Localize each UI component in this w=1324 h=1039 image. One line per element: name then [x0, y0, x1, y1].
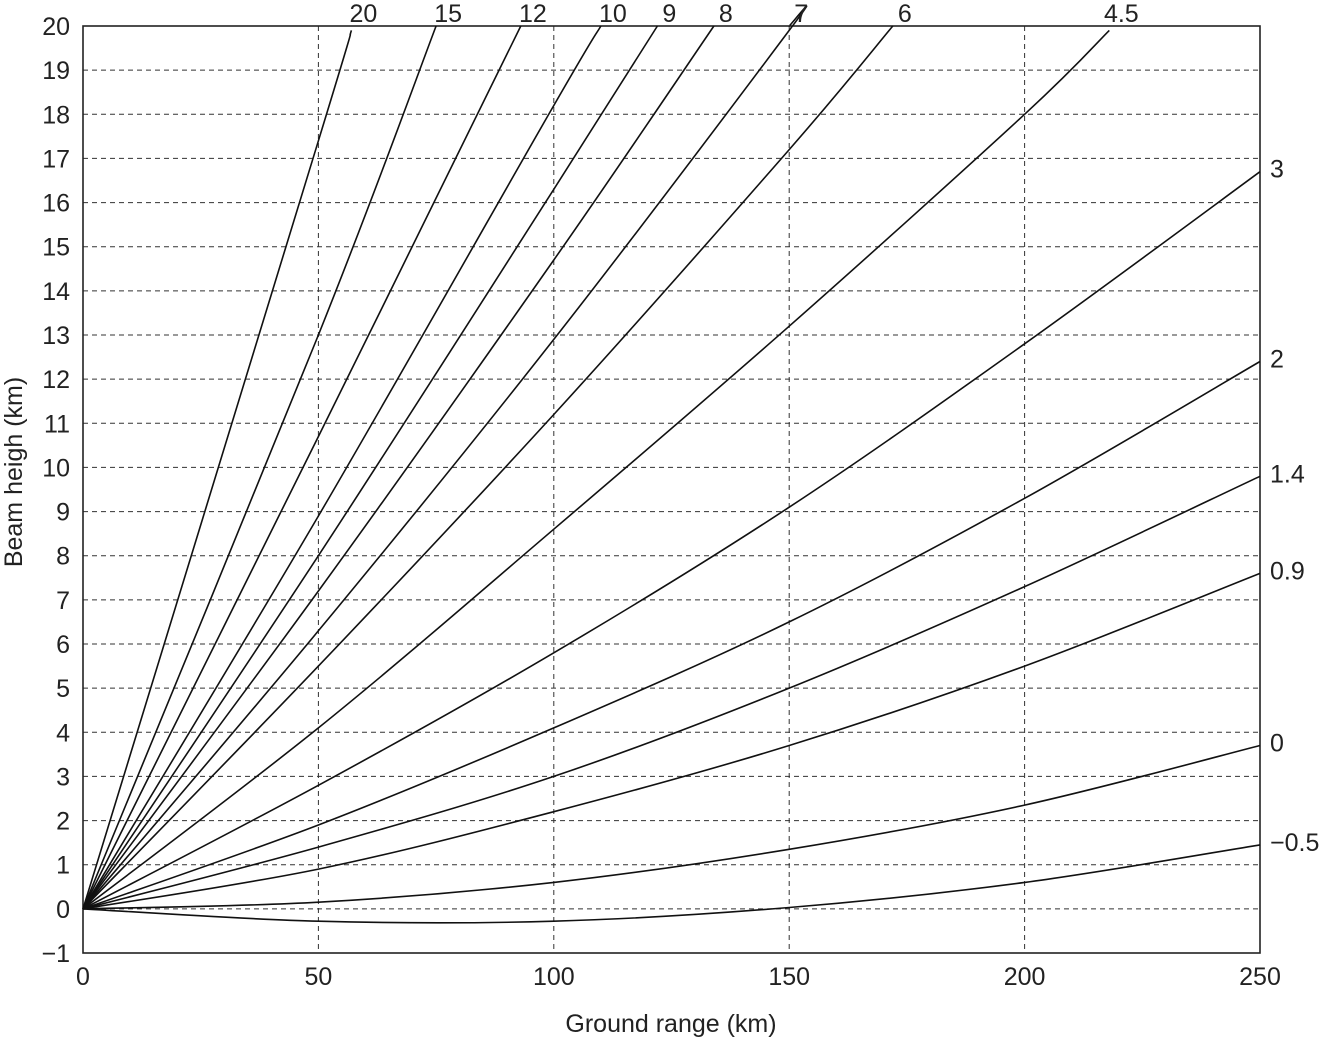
- y-tick-label: 8: [56, 543, 70, 571]
- series-label: 0: [1270, 730, 1284, 758]
- series-label: 9: [662, 0, 676, 28]
- series-label: 7: [794, 0, 808, 28]
- x-tick-label: 50: [304, 963, 332, 991]
- series-label: 8: [719, 0, 733, 28]
- y-tick-label: 17: [42, 145, 70, 173]
- series-line: [82, 844, 1261, 924]
- series-line: [82, 25, 522, 910]
- series-label: 4.5: [1104, 0, 1139, 28]
- y-tick-label: 10: [42, 454, 70, 482]
- series-line: [82, 171, 1261, 910]
- series-label: 15: [434, 0, 462, 28]
- series-line: [82, 475, 1261, 910]
- y-tick-label: 13: [42, 322, 70, 350]
- series-line: [82, 25, 715, 910]
- y-tick-label: 1: [56, 852, 70, 880]
- y-tick-label: 14: [42, 278, 70, 306]
- y-axis-title: Beam heigh (km): [0, 377, 28, 567]
- series-line: [82, 25, 894, 910]
- y-tick-label: 5: [56, 675, 70, 703]
- x-tick-label: 0: [76, 963, 90, 991]
- y-tick-label: 11: [44, 410, 70, 438]
- series-label: 6: [898, 0, 912, 28]
- y-tick-label: 18: [42, 101, 70, 129]
- series-label: 20: [349, 0, 377, 28]
- x-axis-title: Ground range (km): [565, 1010, 776, 1038]
- y-tick-label: 4: [56, 719, 70, 747]
- x-tick-label: 150: [768, 963, 810, 991]
- y-tick-label: 12: [42, 366, 70, 394]
- y-tick-label: 7: [56, 587, 70, 615]
- series-label: 3: [1270, 156, 1284, 184]
- series-line: [82, 744, 1261, 910]
- plot-frame: [82, 25, 1261, 954]
- series-line: [82, 29, 1110, 910]
- series-line: [82, 30, 353, 910]
- y-tick-label: 15: [42, 234, 70, 262]
- y-tick-label: 0: [56, 896, 70, 924]
- y-tick-label: 9: [56, 499, 70, 527]
- series-line: [82, 360, 1261, 910]
- series-line: [82, 25, 659, 910]
- y-tick-label: 2: [56, 808, 70, 836]
- y-tick-label: 3: [56, 763, 70, 791]
- series-label: 10: [599, 0, 627, 28]
- grid: [83, 26, 1260, 953]
- series-line: [82, 25, 602, 910]
- series-lines: [82, 5, 1261, 924]
- y-tick-label: 20: [42, 13, 70, 41]
- series-label: 12: [519, 0, 547, 28]
- x-tick-label: 250: [1239, 963, 1281, 991]
- series-line: [82, 572, 1261, 910]
- y-tick-label: 6: [56, 631, 70, 659]
- x-axis-ticks: 0 50 100 150 200 250: [76, 963, 1281, 991]
- series-label: 2: [1270, 345, 1284, 373]
- series-label: −0.5: [1270, 829, 1319, 857]
- x-tick-label: 200: [1004, 963, 1046, 991]
- y-tick-label: −1: [41, 940, 70, 968]
- series-label: 1.4: [1270, 460, 1305, 488]
- series-line: [82, 25, 437, 910]
- y-tick-label: 16: [42, 190, 70, 218]
- series-label: 0.9: [1270, 557, 1305, 585]
- y-tick-label: 19: [42, 57, 70, 85]
- x-tick-label: 100: [533, 963, 575, 991]
- series-labels: 20 15 12 10 9 8 7 6 4.5 3 2 1.4 0.9 0 −0.5: [349, 0, 1319, 857]
- series-line: [82, 5, 808, 910]
